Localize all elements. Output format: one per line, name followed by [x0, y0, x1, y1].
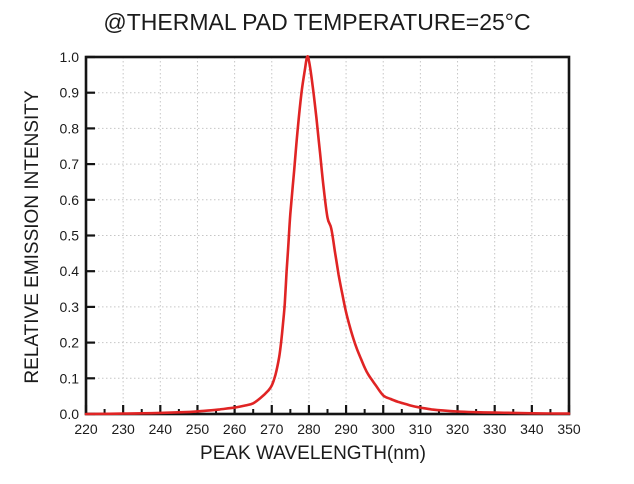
chart-title: @THERMAL PAD TEMPERATURE=25°C: [103, 9, 531, 35]
x-tick-label: 280: [297, 421, 321, 437]
x-tick-label: 350: [557, 421, 581, 437]
x-tick-label: 240: [149, 421, 173, 437]
x-tick-label: 230: [111, 421, 135, 437]
y-tick-label: 0.3: [60, 299, 80, 315]
x-tick-label: 310: [409, 421, 433, 437]
y-tick-label: 1.0: [60, 49, 80, 65]
x-tick-label: 300: [372, 421, 396, 437]
y-tick-label: 0.5: [60, 228, 80, 244]
y-tick-label: 0.2: [60, 335, 80, 351]
x-tick-label: 270: [260, 421, 284, 437]
x-tick-label: 340: [520, 421, 544, 437]
x-tick-label: 220: [74, 421, 98, 437]
emission-curve: [84, 55, 571, 416]
y-tick-label: 0.6: [60, 192, 80, 208]
y-tick-label: 0.9: [60, 85, 80, 101]
x-tick-label: 330: [483, 421, 507, 437]
x-tick-label: 320: [446, 421, 470, 437]
x-axis-title: PEAK WAVELENGTH(nm): [200, 443, 426, 464]
y-tick-label: 0.7: [60, 156, 80, 172]
x-tick-label: 290: [334, 421, 358, 437]
y-tick-label: 0.4: [60, 263, 80, 279]
plot-frame: [84, 55, 571, 416]
y-tick-label: 0.0: [60, 406, 80, 422]
y-tick-label: 0.8: [60, 120, 80, 136]
x-tick-label: 250: [186, 421, 210, 437]
y-tick-label: 0.1: [60, 370, 80, 386]
x-tick-label: 260: [223, 421, 247, 437]
